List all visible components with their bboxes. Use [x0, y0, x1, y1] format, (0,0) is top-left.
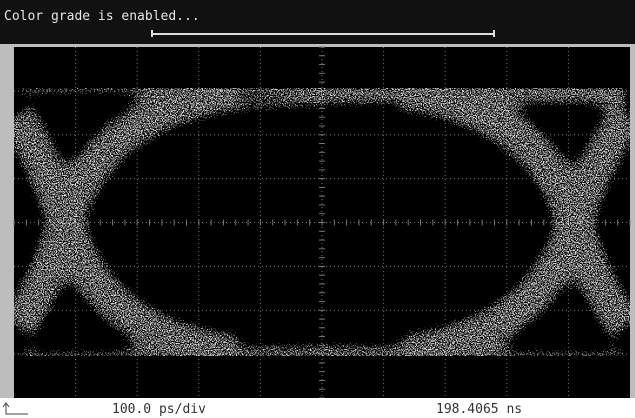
lower-band — [200, 346, 480, 352]
footer-bar — [0, 398, 635, 418]
time-scale: 100.0 ps/div — [112, 402, 206, 417]
time-position: 198.4065 ns — [436, 402, 522, 417]
scope-display: Color grade is enabled... 100.0 ps/div 1… — [0, 0, 635, 418]
status-message: Color grade is enabled... — [4, 9, 200, 24]
scope-screen: Color grade is enabled... 100.0 ps/div 1… — [0, 0, 635, 418]
